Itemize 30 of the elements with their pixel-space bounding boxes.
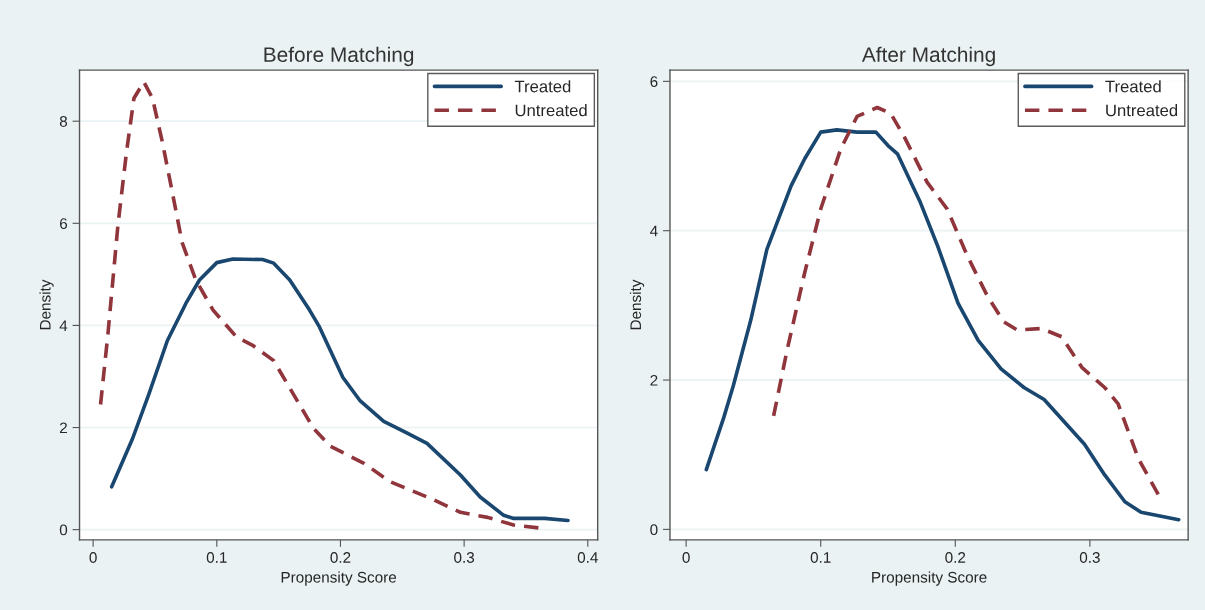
legend-label: Treated <box>1105 80 1161 93</box>
y-tick-label: 4 <box>650 225 658 237</box>
y-tick-label: 2 <box>60 422 67 434</box>
x-tick-label: 0 <box>682 552 690 563</box>
x-tick-label: 0.2 <box>330 552 351 563</box>
x-tick-label: 0.3 <box>1079 552 1100 563</box>
x-tick-label: 0.1 <box>810 552 831 563</box>
legend-label: Untreated <box>515 104 587 117</box>
y-axis-title: Density <box>629 279 645 330</box>
y-tick-label: 0 <box>650 524 658 536</box>
y-tick-label: 2 <box>650 374 658 386</box>
x-axis-title: Propensity Score <box>872 571 987 586</box>
legend-label: Treated <box>514 80 571 93</box>
x-axis-title: Propensity Score <box>281 571 397 586</box>
y-tick-label: 8 <box>59 116 68 127</box>
y-axis-title: Density <box>39 279 54 330</box>
line-series <box>704 128 1181 522</box>
x-tick-label: 0.1 <box>206 552 227 563</box>
x-tick-label: 0.3 <box>454 552 475 563</box>
chart-title: After Matching <box>861 46 995 67</box>
y-tick-label: 6 <box>650 76 658 88</box>
legend-label: Untreated <box>1106 104 1178 117</box>
y-tick-label: 0 <box>59 524 68 536</box>
y-tick-label: 4 <box>59 320 68 331</box>
chart-title: Before Matching <box>264 46 414 67</box>
y-tick-label: 6 <box>60 218 68 229</box>
x-tick-label: 0 <box>89 552 97 563</box>
x-tick-label: 0.4 <box>577 552 598 563</box>
line-series <box>109 257 570 523</box>
x-tick-label: 0.2 <box>945 552 966 563</box>
